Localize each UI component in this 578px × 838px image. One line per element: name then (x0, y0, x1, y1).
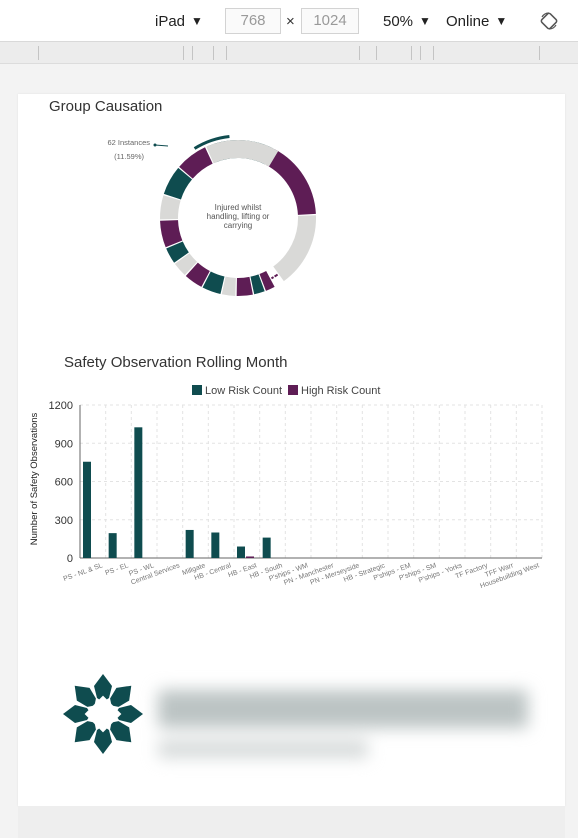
device-toolbar: iPad ▼ 768 × 1024 50% ▼ Online ▼ (0, 0, 578, 42)
triangle-down-icon: ▼ (419, 14, 431, 28)
y-axis-label: Number of Safety Observations (29, 412, 40, 545)
device-label: iPad (155, 12, 186, 30)
legend-high-label[interactable]: High Risk Count (301, 385, 380, 397)
x-tick-label: PS - EL (104, 562, 129, 577)
donut-segment[interactable] (174, 253, 198, 276)
page-bottom-gutter (18, 806, 565, 838)
viewport-gap (0, 64, 578, 94)
callout-percent: (11.59%) (114, 152, 144, 161)
donut-segments[interactable] (160, 140, 316, 296)
donut-segment[interactable] (166, 241, 189, 263)
donut-segment[interactable] (163, 167, 193, 200)
safety-observation-chart: Low Risk Count High Risk Count Number of… (29, 385, 543, 590)
y-axis-ticks: 0 300 600 900 1200 (49, 400, 73, 565)
chart-bars (83, 427, 271, 558)
donut-segment[interactable] (160, 195, 181, 220)
width-input[interactable]: 768 (225, 8, 281, 34)
zoom-label: 50% (383, 12, 414, 30)
bar-low-risk[interactable] (262, 537, 271, 558)
company-logo (63, 674, 143, 754)
bar-low-risk[interactable] (134, 427, 143, 558)
logo-petal (110, 721, 132, 743)
dimension-separator: × (286, 13, 295, 30)
device-select[interactable]: iPad ▼ (155, 0, 203, 42)
logo-petal (94, 674, 112, 702)
callout-dot (153, 143, 157, 147)
group-causation-donut: 62 Instances (11.59%) Injured whilst han… (107, 134, 316, 296)
bar-low-risk[interactable] (108, 533, 117, 558)
legend-low-swatch[interactable] (192, 385, 202, 395)
height-input[interactable]: 1024 (301, 8, 359, 34)
page-viewport: Group Causation 62 Instances (11.59%) In… (18, 94, 565, 806)
logo-petal (74, 685, 96, 707)
company-name-blurred (148, 680, 536, 770)
chart-grid (79, 404, 543, 559)
chart-legend: Low Risk Count High Risk Count (192, 385, 380, 397)
donut-highlight-segment (193, 134, 230, 150)
bar-low-risk[interactable] (211, 532, 220, 559)
y-tick-label: 1200 (49, 400, 73, 412)
triangle-down-icon: ▼ (495, 14, 508, 28)
y-tick-label: 0 (67, 553, 73, 565)
logo-petal (110, 685, 132, 707)
logo-petal (63, 705, 91, 723)
group-causation-title: Group Causation (49, 98, 163, 115)
x-tick-label: PS - NL & SL (63, 562, 104, 583)
donut-segment[interactable] (259, 270, 275, 291)
bar-low-risk[interactable] (185, 529, 194, 558)
center-label-line1: Injured whilst (215, 203, 262, 212)
rolling-month-title: Safety Observation Rolling Month (64, 354, 288, 371)
donut-segment[interactable] (250, 274, 265, 295)
logo-petal (94, 726, 112, 754)
bar-low-risk[interactable] (237, 546, 245, 558)
triangle-down-icon: ▼ (191, 14, 203, 28)
legend-high-swatch[interactable] (288, 385, 298, 395)
bar-low-risk[interactable] (83, 461, 91, 558)
donut-segment[interactable] (185, 262, 211, 287)
donut-segment[interactable] (221, 276, 237, 296)
donut-segment[interactable] (179, 147, 213, 179)
callout-count: 62 Instances (107, 138, 150, 147)
logo-petal (74, 721, 96, 743)
callout-line (154, 144, 169, 147)
y-tick-label: 600 (55, 477, 73, 489)
network-select[interactable]: Online ▼ (446, 0, 507, 42)
y-tick-label: 900 (55, 438, 73, 450)
network-label: Online (446, 12, 490, 30)
zoom-select[interactable]: 50% ▼ (383, 0, 431, 42)
donut-segment[interactable] (202, 271, 225, 294)
center-label-line2: handling, lifting or (207, 212, 270, 221)
donut-segment[interactable] (206, 140, 279, 167)
legend-low-label[interactable]: Low Risk Count (205, 385, 282, 397)
donut-highlight-arc (193, 134, 230, 150)
donut-segment[interactable] (274, 273, 279, 278)
y-tick-label: 300 (55, 515, 73, 527)
media-query-ruler (0, 42, 578, 64)
donut-segment[interactable] (270, 276, 275, 280)
donut-segment[interactable] (160, 219, 183, 248)
center-label-line3: carrying (224, 221, 252, 230)
logo-petal (115, 705, 143, 723)
donut-segment[interactable] (236, 276, 253, 296)
rotate-icon[interactable] (539, 11, 559, 31)
bar-high-risk[interactable] (246, 556, 254, 558)
donut-segment[interactable] (265, 149, 316, 216)
donut-segment[interactable] (272, 215, 316, 282)
